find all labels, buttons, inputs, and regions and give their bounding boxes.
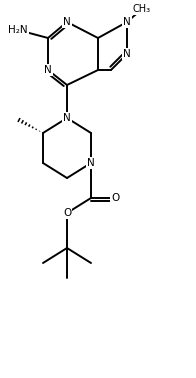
Text: CH₃: CH₃ [133,4,151,14]
Text: O: O [111,193,119,203]
Text: O: O [63,208,71,218]
Text: N: N [63,17,71,27]
Text: N: N [87,158,95,168]
Text: N: N [44,65,52,75]
Text: N: N [63,113,71,123]
Text: N: N [123,17,131,27]
Text: N: N [123,49,131,59]
Text: H₂N: H₂N [8,25,28,35]
